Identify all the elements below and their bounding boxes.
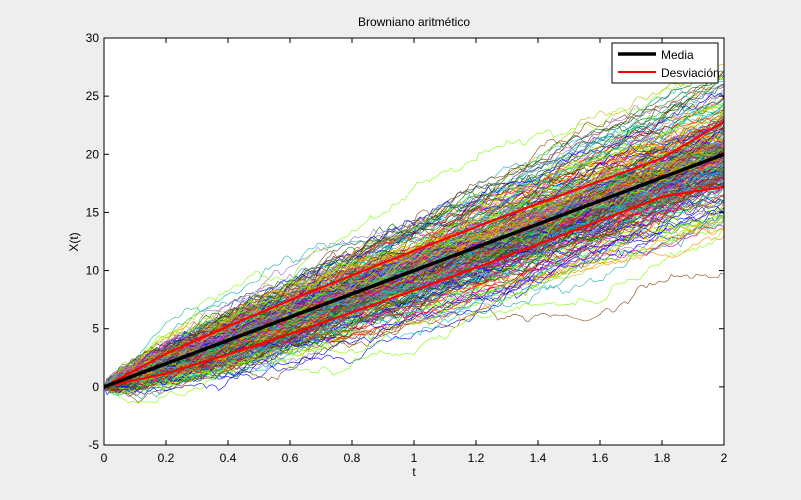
sample-path	[104, 119, 724, 388]
sample-path	[104, 182, 724, 392]
sample-path	[104, 123, 724, 391]
chart-title: Browniano aritmético	[358, 15, 470, 29]
sample-path	[104, 200, 724, 390]
axis-ticks: 0 0.2 0.4 0.6 0.8 1 1.2 1.4 1.6 1.8 2-505101520253…	[86, 31, 728, 465]
sample-path	[104, 185, 724, 388]
sample-path	[104, 166, 724, 388]
sample-path	[104, 136, 724, 388]
x-tick-label: 0	[101, 451, 108, 465]
x-tick-label: 2	[721, 451, 728, 465]
x-axis-title: t	[412, 465, 416, 479]
sample-path	[104, 170, 724, 389]
x-tick-label: 1.6	[592, 451, 609, 465]
sample-path	[104, 70, 724, 392]
sample-path	[104, 195, 724, 390]
sample-path	[104, 77, 724, 390]
legend-desviacion-label: Desviación	[661, 66, 720, 80]
x-tick-label: 1	[411, 451, 418, 465]
sample-path	[104, 214, 724, 390]
sample-path	[104, 177, 724, 388]
legend[interactable]: Media Desviación	[611, 42, 720, 84]
legend-box	[611, 42, 719, 84]
mean-line	[103, 152, 725, 389]
sample-path	[104, 149, 724, 388]
sample-path	[104, 83, 724, 393]
sample-path	[104, 133, 724, 391]
sample-path	[104, 160, 724, 393]
deviation-line-lower	[103, 185, 725, 388]
x-tick-label: 0.8	[344, 451, 361, 465]
legend-media-label: Media	[661, 48, 694, 62]
x-tick-label: 1.4	[530, 451, 547, 465]
x-tick-label: 1.2	[468, 451, 485, 465]
sample-path	[104, 102, 724, 388]
y-tick-label: 0	[92, 380, 99, 394]
sample-path	[104, 201, 724, 388]
y-tick-label: 20	[86, 147, 100, 161]
sample-path	[104, 158, 724, 388]
x-tick-label: 0.4	[220, 451, 237, 465]
x-tick-label: 0.2	[158, 451, 175, 465]
mean-line-group	[103, 152, 725, 389]
y-tick-label: 10	[86, 264, 100, 278]
y-tick-label: 30	[86, 31, 100, 45]
y-axis-title: X(t)	[67, 232, 81, 251]
sample-path	[104, 199, 724, 391]
x-tick-label: 0.6	[282, 451, 299, 465]
sample-path	[104, 171, 724, 388]
sample-path	[104, 184, 724, 388]
y-tick-label: 15	[86, 205, 100, 219]
sample-path	[104, 217, 724, 390]
y-tick-label: 25	[86, 89, 100, 103]
sample-path	[104, 168, 724, 388]
sample-path	[104, 272, 724, 391]
y-tick-label: 5	[92, 322, 99, 336]
x-tick-label: 1.8	[654, 451, 671, 465]
deviation-lines	[103, 120, 725, 388]
sample-path	[104, 228, 724, 388]
deviation-line-upper	[103, 120, 725, 388]
sample-path	[104, 176, 724, 396]
y-tick-label: -5	[88, 438, 99, 452]
sample-path	[104, 177, 724, 388]
